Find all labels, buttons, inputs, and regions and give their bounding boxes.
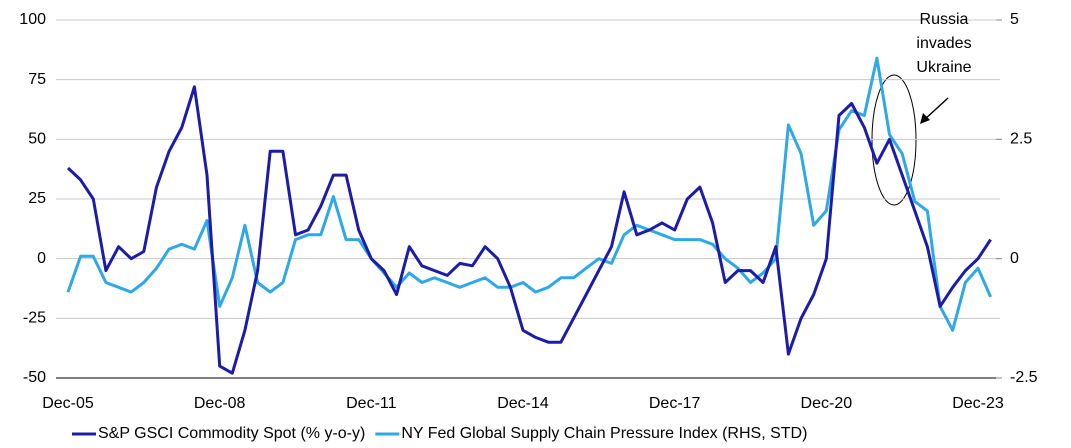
- y-tick-label: -50: [23, 369, 46, 386]
- annotation-text: Ukraine: [916, 59, 971, 76]
- x-tick-label: Dec-14: [497, 395, 549, 412]
- series-line: [66, 56, 992, 332]
- y-tick-label: 25: [28, 190, 46, 207]
- y-tick-label: 75: [28, 71, 46, 88]
- y-tick-label: -25: [23, 310, 46, 327]
- legend-label: S&P GSCI Commodity Spot (% y-o-y): [98, 425, 365, 442]
- y2-tick-label: 2.5: [1010, 131, 1032, 148]
- annotation-text: invades: [916, 35, 971, 52]
- x-tick-label: Dec-17: [649, 395, 701, 412]
- annotation-arrow: [923, 97, 949, 121]
- x-tick-label: Dec-05: [42, 395, 94, 412]
- x-tick-label: Dec-11: [346, 395, 396, 412]
- y-tick-label: 50: [28, 131, 46, 148]
- x-tick-label: Dec-23: [952, 395, 1004, 412]
- annotation-arrowhead: [920, 113, 930, 124]
- annotation-ellipse: [871, 74, 917, 206]
- y-tick-label: 100: [19, 11, 46, 28]
- annotation-text: Russia: [920, 11, 969, 28]
- y2-tick-label: 0: [1010, 250, 1019, 267]
- y2-tick-label: 5: [1010, 11, 1019, 28]
- legend-label: NY Fed Global Supply Chain Pressure Inde…: [401, 425, 807, 442]
- y2-tick-label: -2.5: [1010, 369, 1038, 386]
- x-tick-label: Dec-08: [194, 395, 246, 412]
- series-line: [66, 85, 992, 375]
- x-tick-label: Dec-20: [801, 395, 853, 412]
- y-tick-label: 0: [37, 250, 46, 267]
